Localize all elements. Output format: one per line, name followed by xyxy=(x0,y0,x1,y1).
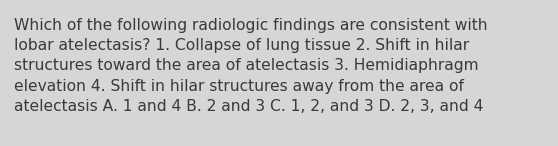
Text: Which of the following radiologic findings are consistent with
lobar atelectasis: Which of the following radiologic findin… xyxy=(14,18,488,114)
